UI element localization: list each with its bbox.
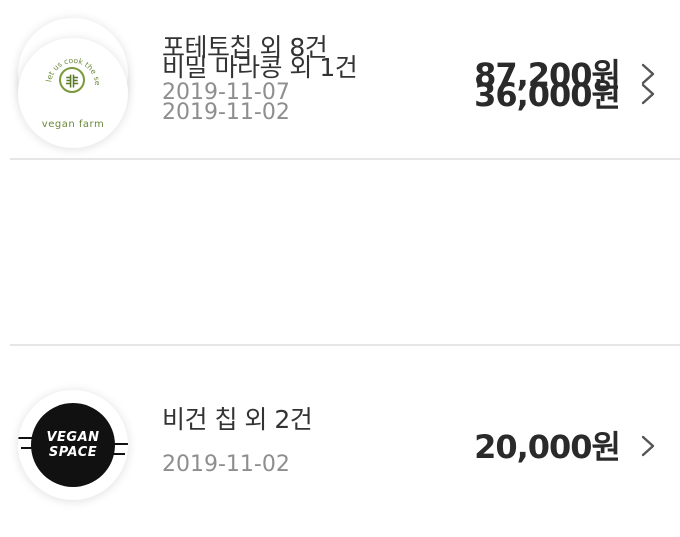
order-price: 87,200원 [474,56,621,94]
order-price: 36,000원 [474,76,621,114]
order-date: 2019-11-02 [162,100,290,125]
order-date: 2019-11-02 [162,452,290,477]
order-title: 비밀 마라콩 외 1건 [162,53,358,82]
vegan-farm-logo: let us cook the secret 非 vegan farm [23,43,123,143]
order-row[interactable]: VEGAN SPACE 비건 칩 외 2건 2019-11-02 20,000원 [0,352,680,537]
order-title: 비건 칩 외 2건 [162,405,313,434]
order-title: 포테토칩 외 8건 [162,33,328,62]
divider [10,158,680,160]
order-date: 2019-11-07 [162,80,290,105]
divider [10,344,680,346]
chevron-right-icon[interactable] [636,434,660,458]
store-logo-vegan-space: VEGAN SPACE [18,390,128,500]
chevron-right-icon[interactable] [636,82,660,106]
logo-seal: 非 [59,67,85,93]
store-logo-vegan-farm: let us cook the secret 非 vegan farm [18,38,128,148]
order-price: 20,000원 [474,428,621,466]
order-list: emart 포테토칩 외 8건 2019-11-07 87,200원 VEGAN… [0,0,680,487]
order-row[interactable]: let us cook the secret 非 vegan farm 비밀 마… [0,0,680,185]
chevron-right-icon[interactable] [636,62,660,86]
vegan-space-logo: VEGAN SPACE [18,403,128,487]
logo-name: vegan farm [41,119,105,130]
